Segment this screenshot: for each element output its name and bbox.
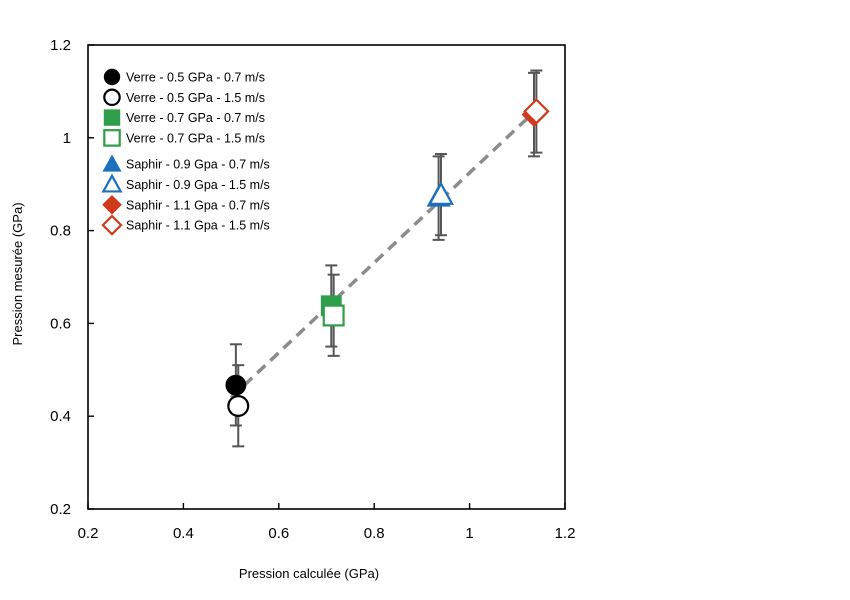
data-point-triangle xyxy=(427,181,455,205)
legend-marker-triangle xyxy=(102,154,122,172)
x-tick-label: 0.2 xyxy=(78,525,99,542)
legend-label: Saphir - 0.9 Gpa - 0.7 m/s xyxy=(126,158,270,172)
legend: Verre - 0.5 GPa - 0.7 m/s Verre - 0.5 GPa… xyxy=(101,68,270,236)
plot-frame xyxy=(87,44,566,510)
y-axis-title: Pression mesurée (GPa) xyxy=(10,202,25,345)
legend-label: Verre - 0.7 GPa - 0.7 m/s xyxy=(126,111,265,125)
x-tick-label: 0.4 xyxy=(173,525,194,542)
x-tick-label: 0.8 xyxy=(364,525,385,542)
data-point-circle xyxy=(225,374,247,396)
legend-marker-diamond xyxy=(101,214,123,236)
y-tick-label: 0.6 xyxy=(50,315,71,332)
x-tick-label: 0.6 xyxy=(268,525,289,542)
x-tick-label: 1.2 xyxy=(555,525,576,542)
x-axis-ticks: 0.2 0.4 0.6 0.8 1 1.2 xyxy=(78,503,576,542)
x-axis-title: Pression calculée (GPa) xyxy=(239,566,379,581)
legend-marker-circle xyxy=(103,68,121,86)
data-point-diamond xyxy=(523,98,550,125)
legend-marker-circle xyxy=(103,88,121,107)
legend-label: Verre - 0.7 GPa - 1.5 m/s xyxy=(126,131,265,145)
legend-marker-square xyxy=(103,109,121,126)
y-tick-label: 1.2 xyxy=(50,37,71,54)
y-tick-label: 0.8 xyxy=(50,223,71,240)
x-tick-label: 1 xyxy=(465,525,473,542)
data-point-circle xyxy=(227,394,250,417)
legend-marker-diamond xyxy=(102,194,122,215)
legend-marker-triangle xyxy=(101,173,123,193)
data-points xyxy=(225,69,550,448)
legend-label: Verre - 0.5 GPa - 1.5 m/s xyxy=(126,91,265,105)
legend-label: Saphir - 0.9 Gpa - 1.5 m/s xyxy=(126,178,270,192)
y-tick-label: 0.2 xyxy=(50,501,71,518)
legend-label: Verre - 0.5 GPa - 0.7 m/s xyxy=(126,71,265,85)
legend-label: Saphir - 1.1 Gpa - 0.7 m/s xyxy=(126,198,270,212)
legend-marker-square xyxy=(103,129,121,147)
data-point-square xyxy=(322,304,345,327)
legend-label: Saphir - 1.1 Gpa - 1.5 m/s xyxy=(126,219,270,233)
y-tick-label: 1 xyxy=(63,130,71,147)
y-tick-label: 0.4 xyxy=(50,408,71,425)
trend-line xyxy=(229,104,543,399)
y-axis-ticks: 0.2 0.4 0.6 0.8 1 1.2 xyxy=(50,37,94,518)
